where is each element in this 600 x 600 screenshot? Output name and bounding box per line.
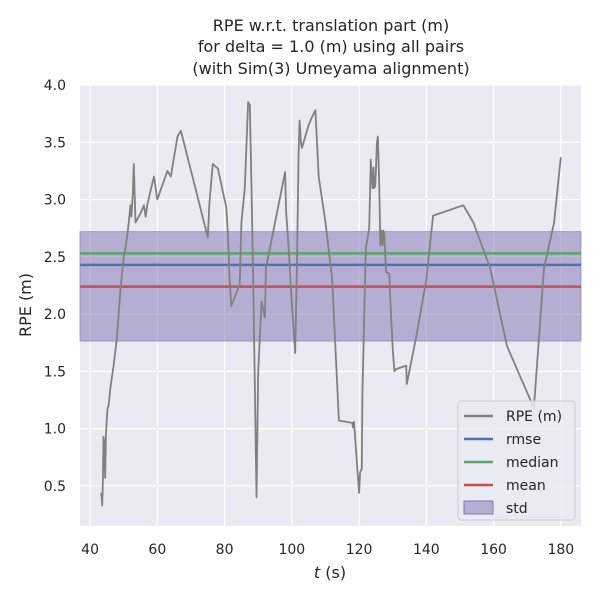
y-tick-label: 4.0 bbox=[44, 78, 66, 94]
x-tick-label: 100 bbox=[278, 542, 305, 558]
chart-title-line-3: (with Sim(3) Umeyama alignment) bbox=[192, 59, 469, 78]
legend-label: rmse bbox=[506, 432, 541, 448]
x-tick-label: 80 bbox=[216, 542, 234, 558]
rpe-series-line bbox=[100, 101, 562, 507]
y-tick-label: 3.0 bbox=[44, 193, 66, 209]
statistics-layer bbox=[79, 231, 582, 342]
x-axis-label: t (s) bbox=[314, 563, 346, 582]
y-tick-label: 2.5 bbox=[44, 250, 66, 266]
series-layer bbox=[100, 101, 562, 507]
y-tick-label: 3.5 bbox=[44, 135, 66, 151]
y-tick-labels: 0.5 1.0 1.5 2.0 2.5 3.0 3.5 4.0 bbox=[44, 78, 66, 495]
x-axis-label-var: t bbox=[314, 563, 321, 582]
x-tick-label: 140 bbox=[413, 542, 440, 558]
y-tick-label: 1.0 bbox=[44, 422, 66, 438]
y-tick-label: 1.5 bbox=[44, 364, 66, 380]
y-tick-label: 0.5 bbox=[44, 479, 66, 495]
chart-title-line-2: for delta = 1.0 (m) using all pairs bbox=[198, 37, 464, 56]
x-tick-label: 160 bbox=[480, 542, 507, 558]
chart-title: RPE w.r.t. translation part (m) for delt… bbox=[192, 16, 469, 78]
x-axis-label-unit: (s) bbox=[320, 563, 346, 582]
legend-label: median bbox=[506, 455, 558, 471]
x-tick-labels: 40 60 80 100 120 140 160 180 bbox=[81, 542, 574, 558]
legend-box bbox=[457, 400, 576, 521]
chart-title-line-1: RPE w.r.t. translation part (m) bbox=[213, 16, 449, 35]
legend-label: std bbox=[506, 501, 528, 517]
legend-label: RPE (m) bbox=[506, 409, 562, 425]
legend-label: mean bbox=[506, 478, 546, 494]
x-tick-label: 120 bbox=[346, 542, 373, 558]
x-tick-label: 40 bbox=[81, 542, 99, 558]
x-tick-label: 180 bbox=[547, 542, 574, 558]
y-tick-label: 2.0 bbox=[44, 307, 66, 323]
y-axis-label: RPE (m) bbox=[16, 273, 35, 337]
x-tick-label: 60 bbox=[148, 542, 166, 558]
legend-swatch bbox=[463, 500, 494, 515]
legend: RPE (m) rmse median mean std bbox=[457, 400, 576, 521]
